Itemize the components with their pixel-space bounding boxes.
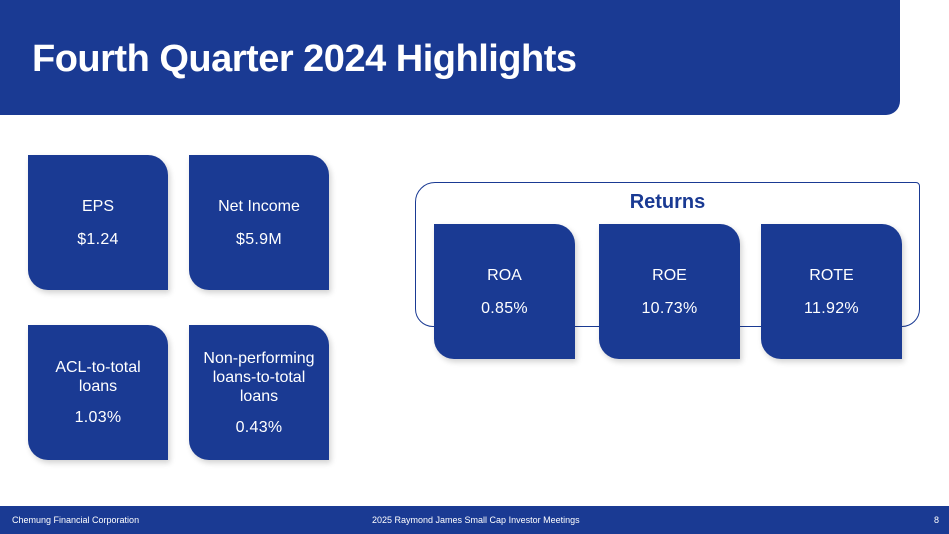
acl-label: ACL-to-total loans xyxy=(55,359,141,395)
roe-card: ROE 10.73% xyxy=(599,224,740,359)
npl-value: 0.43% xyxy=(235,418,283,436)
rote-label: ROTE xyxy=(809,266,854,284)
roa-card: ROA 0.85% xyxy=(434,224,575,359)
footer: Chemung Financial Corporation 2025 Raymo… xyxy=(0,506,949,534)
roa-label: ROA xyxy=(487,266,522,284)
eps-value: $1.24 xyxy=(77,230,119,248)
page-number: 8 xyxy=(933,515,939,525)
npl-label: Non-performing loans-to-total loans xyxy=(203,349,315,405)
roe-value: 10.73% xyxy=(641,299,698,317)
net-income-value: $5.9M xyxy=(236,230,282,248)
net-income-card: Net Income $5.9M xyxy=(189,155,329,290)
footer-company: Chemung Financial Corporation xyxy=(12,515,140,525)
rote-card: ROTE 11.92% xyxy=(761,224,902,359)
returns-title: Returns xyxy=(620,191,715,214)
roe-label: ROE xyxy=(652,266,687,284)
roa-value: 0.85% xyxy=(481,299,528,317)
eps-card: EPS $1.24 xyxy=(28,155,168,290)
page-title: Fourth Quarter 2024 Highlights xyxy=(32,38,577,80)
footer-event: 2025 Raymond James Small Cap Investor Me… xyxy=(372,515,580,525)
acl-value: 1.03% xyxy=(74,409,122,426)
title-banner: Fourth Quarter 2024 Highlights xyxy=(0,0,900,115)
net-income-label: Net Income xyxy=(218,197,300,215)
npl-card: Non-performing loans-to-total loans 0.43… xyxy=(189,325,329,460)
eps-label: EPS xyxy=(81,197,114,215)
acl-card: ACL-to-total loans 1.03% xyxy=(28,325,168,460)
rote-value: 11.92% xyxy=(804,299,859,317)
